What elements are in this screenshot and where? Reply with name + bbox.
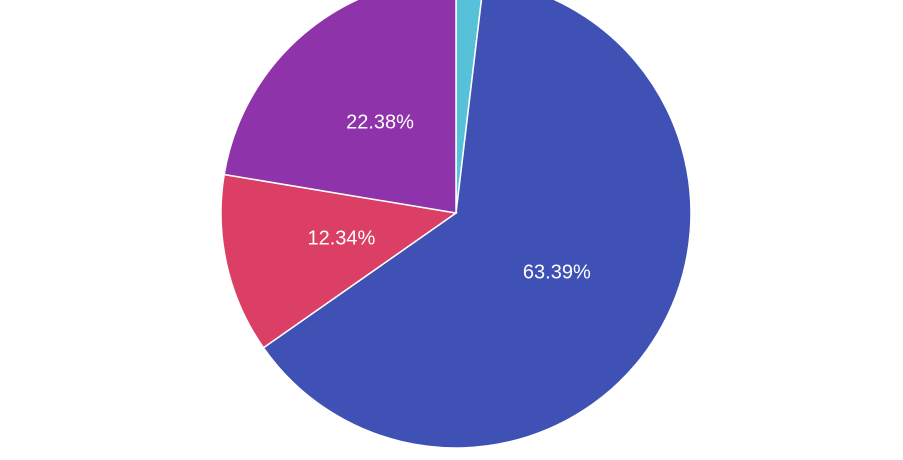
pie-slice [220,173,458,349]
value-label: 22.38% [346,112,414,134]
pie-slice [262,0,692,449]
value-label: 12.34% [307,227,375,249]
pie-slice [223,0,457,214]
value-label: 63.39% [523,262,591,284]
